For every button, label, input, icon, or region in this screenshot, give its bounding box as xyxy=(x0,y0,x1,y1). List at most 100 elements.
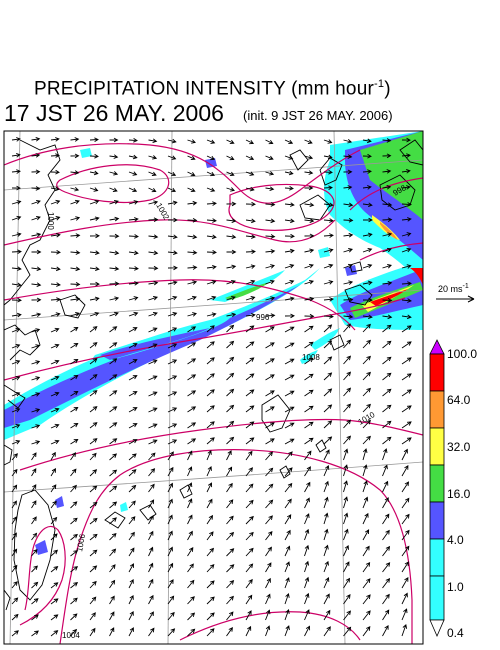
wind-arrow xyxy=(31,452,37,461)
wind-arrow xyxy=(128,453,137,461)
wind-arrow xyxy=(109,422,118,429)
wind-arrow xyxy=(284,561,290,573)
wind-arrow xyxy=(226,580,235,589)
wind-arrow xyxy=(265,358,275,365)
wind-arrow xyxy=(284,529,291,541)
wind-arrow xyxy=(265,422,275,429)
wind-arrow xyxy=(128,500,136,509)
wind-arrow xyxy=(343,232,354,238)
wind-arrow xyxy=(362,480,368,493)
wind-arrow xyxy=(167,498,173,509)
wind-arrow xyxy=(11,232,22,237)
wind-arrow xyxy=(265,451,274,461)
wind-arrow xyxy=(31,516,37,525)
wind-arrow xyxy=(148,359,158,365)
wind-arrow xyxy=(70,199,80,205)
wind-arrow xyxy=(382,529,390,541)
wind-arrow xyxy=(109,564,116,573)
wind-arrow xyxy=(70,423,79,429)
wind-arrow xyxy=(89,485,98,493)
wind-arrow xyxy=(304,513,310,525)
wind-arrow xyxy=(148,138,158,144)
wind-arrow xyxy=(89,406,98,413)
wind-arrow xyxy=(148,155,158,160)
wind-arrow xyxy=(109,517,117,525)
wind-arrow xyxy=(89,533,98,541)
wind-arrow xyxy=(109,266,120,271)
wind-arrow xyxy=(343,387,352,397)
wind-arrow xyxy=(31,249,42,255)
colorbar-label: 32.0 xyxy=(447,440,471,454)
wind-arrow xyxy=(343,512,349,525)
wind-arrow xyxy=(362,355,371,365)
wind-arrow xyxy=(70,550,79,557)
wind-arrow xyxy=(50,423,60,429)
wind-arrow xyxy=(206,187,216,192)
wind-arrow xyxy=(343,480,348,493)
wind-arrow xyxy=(50,516,58,525)
wind-arrow xyxy=(89,311,100,317)
wind-arrow xyxy=(11,200,22,205)
wind-arrow xyxy=(265,577,271,589)
wind-arrow xyxy=(284,358,295,365)
wind-arrow xyxy=(167,579,174,589)
wind-arrow xyxy=(11,532,17,541)
wind-arrow xyxy=(31,598,39,605)
wind-arrow xyxy=(148,391,158,397)
wind-arrow xyxy=(401,624,408,637)
wind-arrow xyxy=(382,497,389,509)
wind-arrow xyxy=(304,497,310,509)
wind-arrow xyxy=(70,501,78,509)
wind-arrow xyxy=(89,452,97,461)
wind-arrow xyxy=(362,496,369,509)
wind-arrow xyxy=(167,265,178,271)
wind-arrow xyxy=(401,264,412,269)
wind-arrow xyxy=(401,202,412,207)
wind-arrow xyxy=(343,610,351,621)
wind-arrow xyxy=(226,482,233,493)
wind-arrow xyxy=(70,566,79,573)
wind-arrow xyxy=(187,530,193,541)
wind-arrow xyxy=(187,312,197,317)
wind-arrow xyxy=(11,282,22,288)
wind-arrow xyxy=(128,578,134,589)
wind-arrow xyxy=(31,360,41,365)
wind-arrow xyxy=(265,483,274,493)
wind-arrow xyxy=(109,438,118,445)
wind-arrow xyxy=(187,406,197,413)
wind-arrow xyxy=(226,187,235,192)
wind-arrow xyxy=(11,613,19,621)
wind-arrow xyxy=(245,563,254,573)
wind-arrow xyxy=(70,375,79,381)
colorbar-bin xyxy=(429,427,445,466)
wind-arrow xyxy=(343,202,354,208)
wind-arrow xyxy=(284,498,292,509)
wind-arrow xyxy=(304,313,315,319)
wind-arrow xyxy=(265,499,274,509)
wind-arrow xyxy=(304,357,314,365)
wind-arrow xyxy=(265,326,275,333)
wind-arrow xyxy=(362,403,371,413)
wind-arrow xyxy=(31,297,42,303)
wind-arrow xyxy=(128,266,139,271)
wind-arrow xyxy=(50,216,61,221)
wind-arrow xyxy=(265,342,275,349)
wind-arrow xyxy=(245,279,256,285)
wind-arrow xyxy=(245,264,256,269)
wind-arrow xyxy=(89,199,100,205)
wind-arrow xyxy=(31,186,41,191)
wind-arrow xyxy=(70,250,81,255)
wind-arrow xyxy=(167,343,178,349)
wind-arrow xyxy=(343,464,349,477)
wind-arrow xyxy=(11,392,21,397)
wind-arrow xyxy=(206,612,215,621)
wind-arrow xyxy=(206,564,215,573)
wind-arrow xyxy=(284,374,295,381)
wind-arrow xyxy=(109,326,118,333)
wind-arrow xyxy=(128,138,138,143)
wind-arrow xyxy=(284,296,295,302)
wind-arrow xyxy=(323,340,333,349)
wind-arrow xyxy=(245,325,255,333)
wind-arrow xyxy=(70,359,79,365)
wind-arrow xyxy=(323,420,333,429)
